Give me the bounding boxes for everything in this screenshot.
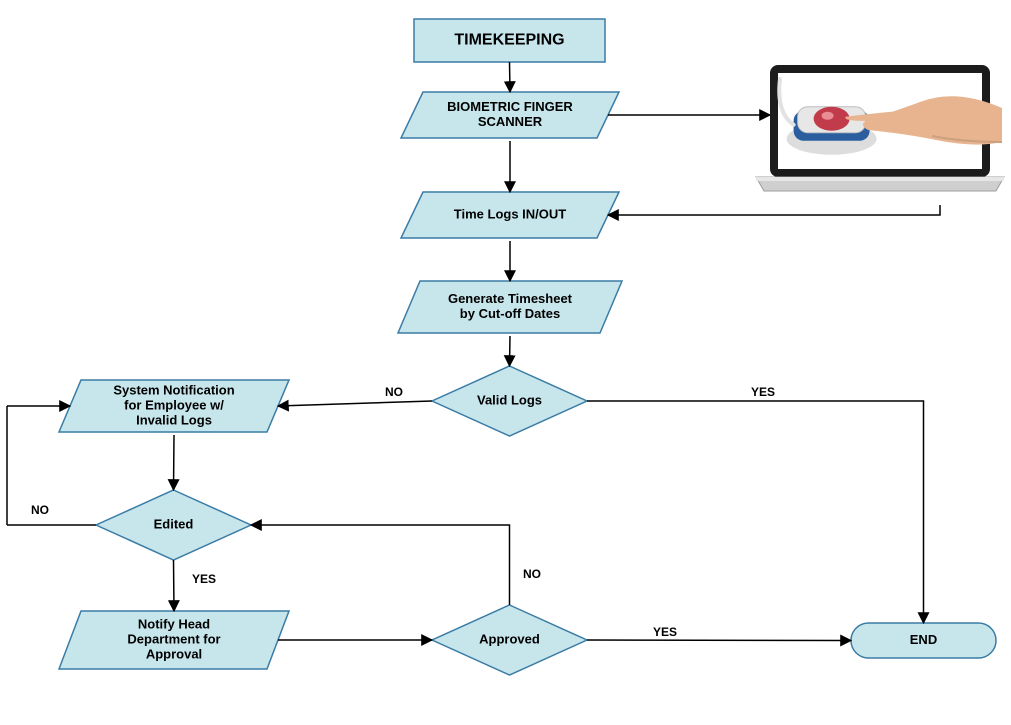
node-timelogs: Time Logs IN/OUT — [401, 192, 619, 238]
node-edited-label: Edited — [154, 516, 194, 531]
node-gensheet: Generate Timesheetby Cut-off Dates — [398, 281, 622, 333]
node-gensheet-label: Generate Timesheet — [448, 291, 573, 306]
node-end: END — [851, 623, 996, 658]
connector — [174, 560, 175, 611]
connector — [587, 401, 924, 623]
edge-label: NO — [385, 385, 403, 399]
node-sysnotif-label: for Employee w/ — [124, 397, 224, 412]
edge-label: NO — [523, 567, 541, 581]
node-validlogs: Valid Logs — [432, 366, 587, 436]
node-title: TIMEKEEPING — [414, 19, 605, 62]
connector — [251, 525, 510, 605]
connector — [510, 336, 511, 366]
node-notify-label: Notify Head — [138, 616, 210, 631]
node-title-label: TIMEKEEPING — [454, 32, 564, 49]
node-notify: Notify HeadDepartment forApproval — [59, 611, 289, 669]
flowchart-canvas: TIMEKEEPING BIOMETRIC FINGERSCANNER Time L… — [0, 0, 1011, 725]
node-sysnotif-label: Invalid Logs — [136, 412, 212, 427]
connector — [174, 435, 175, 490]
connector — [608, 205, 940, 215]
node-timelogs-label: Time Logs IN/OUT — [454, 206, 566, 221]
connector — [278, 401, 432, 406]
edge-label: NO — [31, 503, 49, 517]
node-approved: Approved — [432, 605, 587, 675]
node-sysnotif: System Notificationfor Employee w/Invali… — [59, 380, 289, 432]
connector — [510, 62, 511, 92]
node-validlogs-label: Valid Logs — [477, 392, 542, 407]
node-sysnotif-label: System Notification — [113, 382, 234, 397]
node-scanner: BIOMETRIC FINGERSCANNER — [401, 92, 619, 138]
edge-label: YES — [192, 572, 216, 586]
node-gensheet-label: by Cut-off Dates — [460, 306, 560, 321]
laptop-illustration — [756, 65, 1004, 191]
node-edited: Edited — [96, 490, 251, 560]
connector — [587, 640, 851, 641]
edge-label: YES — [751, 385, 775, 399]
node-scanner-label: SCANNER — [478, 114, 543, 129]
edge-label: YES — [653, 625, 677, 639]
node-scanner-label: BIOMETRIC FINGER — [447, 99, 573, 114]
node-approved-label: Approved — [479, 631, 540, 646]
node-end-label: END — [910, 632, 937, 647]
node-notify-label: Department for — [127, 631, 220, 646]
node-notify-label: Approval — [146, 646, 202, 661]
